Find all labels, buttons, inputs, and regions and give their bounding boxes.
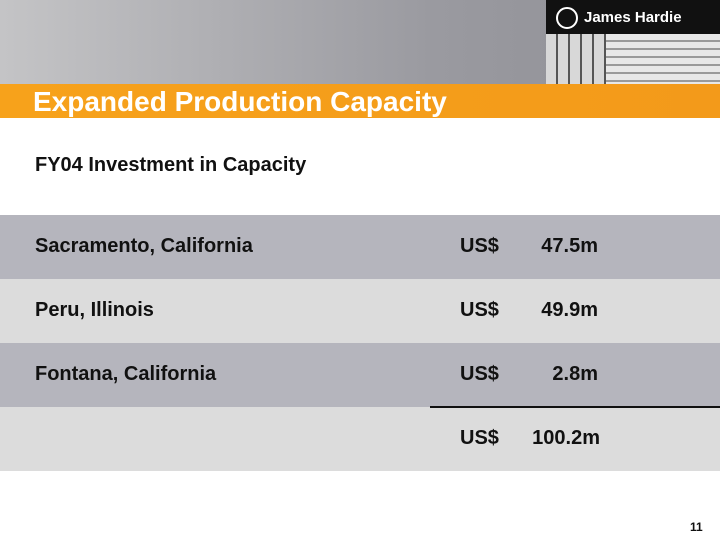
amount: 2.8m xyxy=(552,363,598,385)
table-row: US$ 100.2m xyxy=(0,407,720,471)
title-bar xyxy=(0,84,720,118)
amount: 47.5m xyxy=(541,235,598,257)
logo-mark xyxy=(556,7,578,29)
slide-title: Expanded Production Capacity xyxy=(33,86,447,117)
page-number: 11 xyxy=(690,520,703,534)
table-row: Fontana, California US$ 2.8m xyxy=(0,343,720,407)
location: Fontana, California xyxy=(35,363,217,385)
table-row: Sacramento, California US$ 47.5m xyxy=(0,215,720,279)
brand-name: James Hardie xyxy=(584,9,682,26)
currency: US$ xyxy=(460,299,499,321)
amount: 49.9m xyxy=(541,299,598,321)
siding-panels xyxy=(546,34,606,86)
total-currency: US$ xyxy=(460,427,499,449)
subtitle: FY04 Investment in Capacity xyxy=(35,154,307,176)
location: Sacramento, California xyxy=(35,235,253,257)
logo: James Hardie xyxy=(546,0,720,34)
total-rule xyxy=(430,406,720,408)
location: Peru, Illinois xyxy=(35,299,154,321)
currency: US$ xyxy=(460,235,499,257)
table-row: Peru, Illinois US$ 49.9m xyxy=(0,279,720,343)
currency: US$ xyxy=(460,363,499,385)
total-amount: 100.2m xyxy=(532,427,600,449)
